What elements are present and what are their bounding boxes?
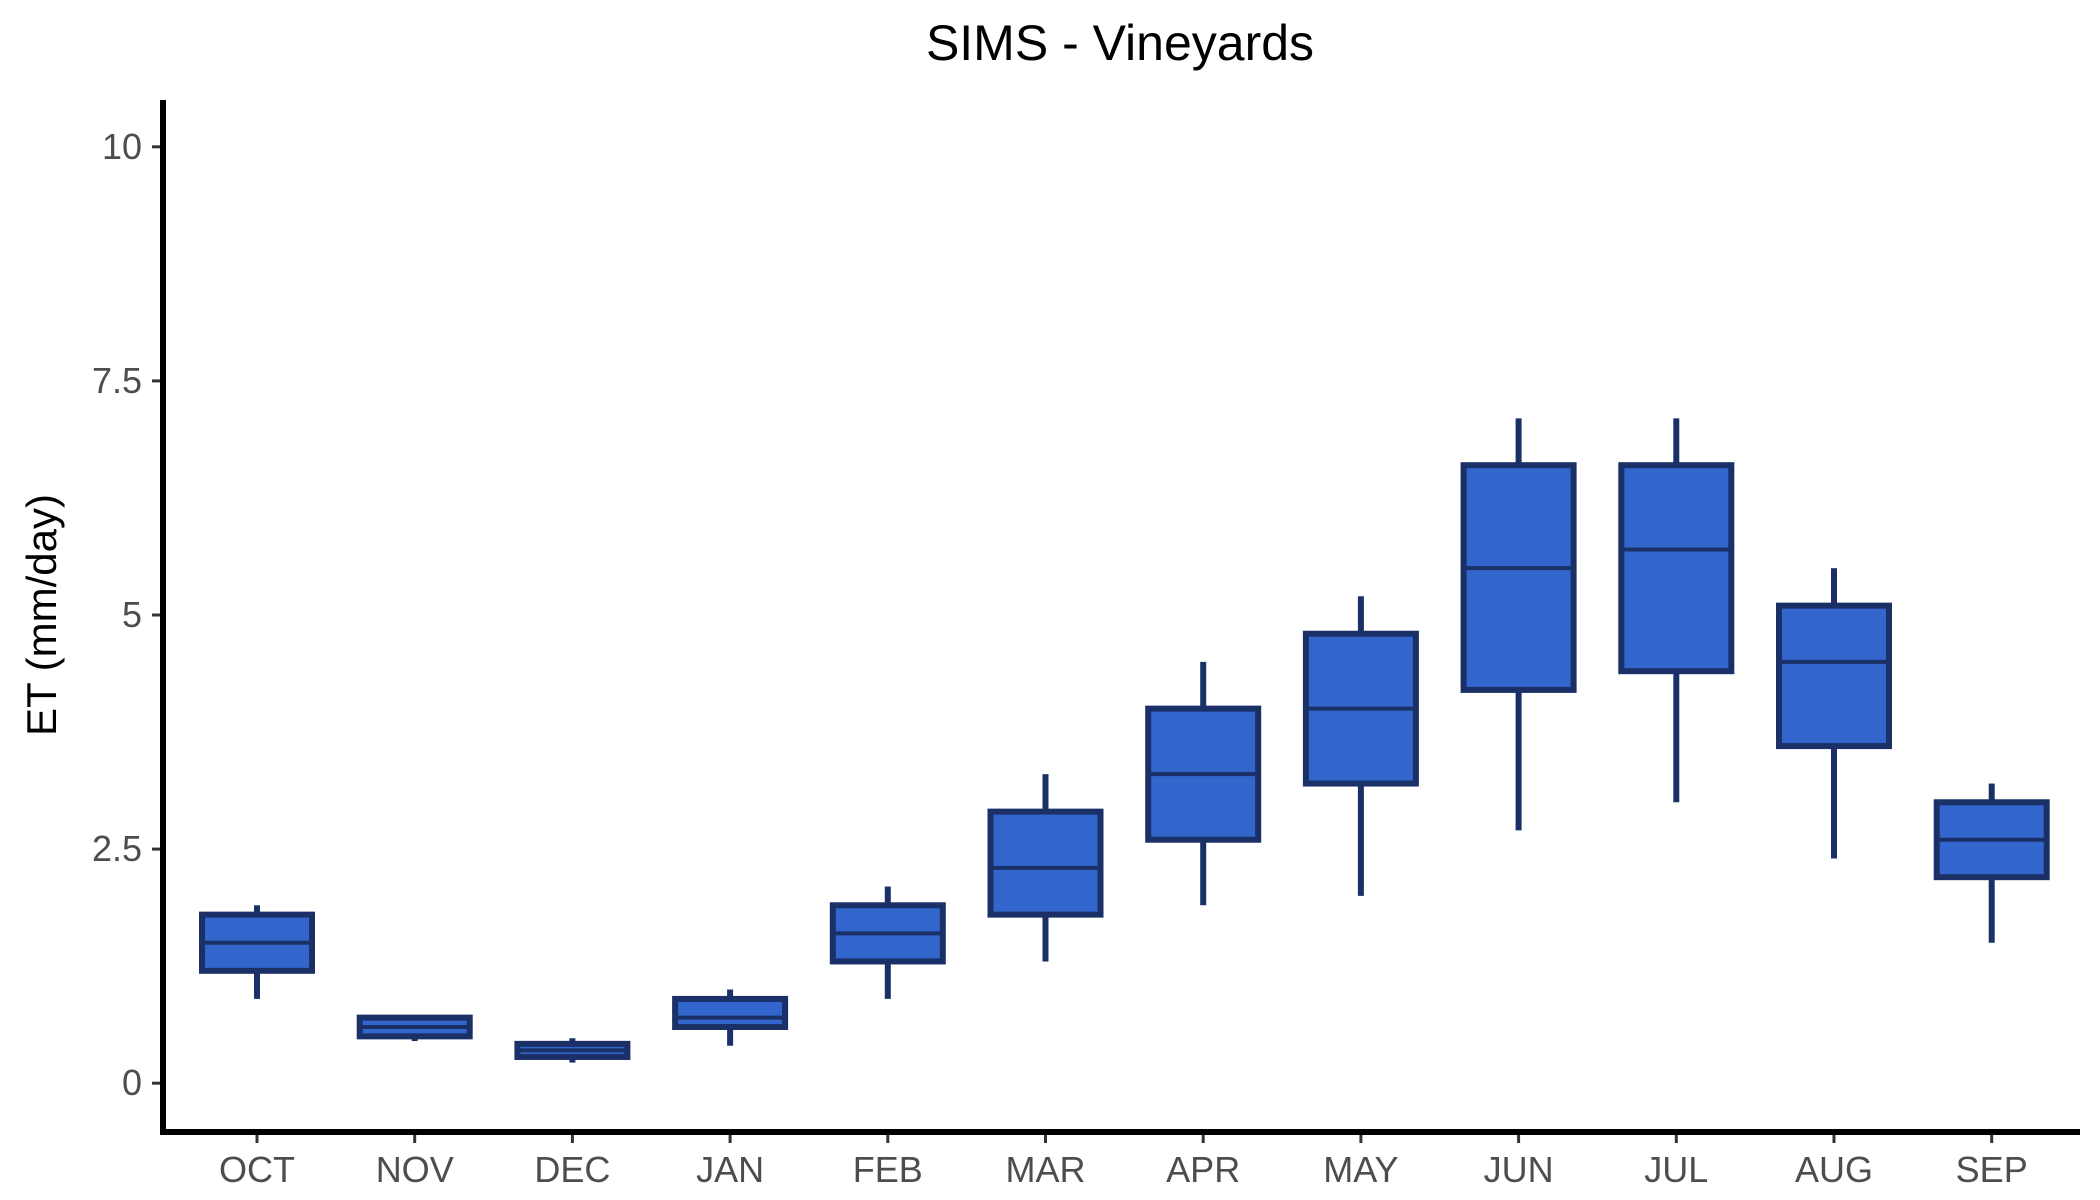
iqr-box — [1460, 462, 1577, 693]
box-jan — [672, 989, 789, 1046]
box-dec — [514, 1038, 631, 1063]
box-mar — [987, 774, 1104, 962]
box-jun — [1460, 418, 1577, 831]
x-tick-label: APR — [1166, 1149, 1240, 1190]
x-tick-label: MAR — [1006, 1149, 1086, 1190]
box-sep — [1933, 783, 2050, 943]
iqr-box — [672, 995, 789, 1031]
box-feb — [829, 886, 946, 999]
x-tick-label: OCT — [219, 1149, 295, 1190]
box-group — [199, 418, 2050, 1063]
box-may — [1302, 596, 1419, 896]
box-apr — [1145, 661, 1262, 906]
y-tick-label: 10 — [102, 126, 142, 167]
box-jul — [1618, 418, 1735, 803]
iqr-box — [1618, 462, 1735, 675]
box-nov — [356, 1014, 473, 1042]
box-oct — [199, 905, 315, 999]
x-tick-label: AUG — [1795, 1149, 1873, 1190]
x-tick-label: MAY — [1323, 1149, 1398, 1190]
y-tick-label: 7.5 — [92, 360, 142, 401]
iqr-box — [987, 808, 1104, 918]
chart-title: SIMS - Vineyards — [926, 15, 1314, 71]
x-tick-label: JUL — [1644, 1149, 1708, 1190]
x-tick-label: NOV — [376, 1149, 454, 1190]
x-tick-label: JUN — [1484, 1149, 1554, 1190]
box-aug — [1776, 568, 1892, 859]
y-tick-label: 2.5 — [92, 828, 142, 869]
y-axis-label: ET (mm/day) — [18, 494, 65, 736]
x-axis-ticks: OCT NOV DEC JAN FEB MAR APR MAY JUN JUL AUG SEP — [219, 1132, 2028, 1190]
x-tick-label: FEB — [853, 1149, 923, 1190]
x-tick-label: SEP — [1956, 1149, 2028, 1190]
x-tick-label: JAN — [696, 1149, 764, 1190]
iqr-box — [1776, 602, 1892, 750]
y-tick-label: 0 — [122, 1062, 142, 1103]
y-axis-ticks: 0 2.5 5 7.5 10 — [92, 126, 163, 1103]
y-tick-label: 5 — [122, 594, 142, 635]
x-tick-label: DEC — [534, 1149, 610, 1190]
